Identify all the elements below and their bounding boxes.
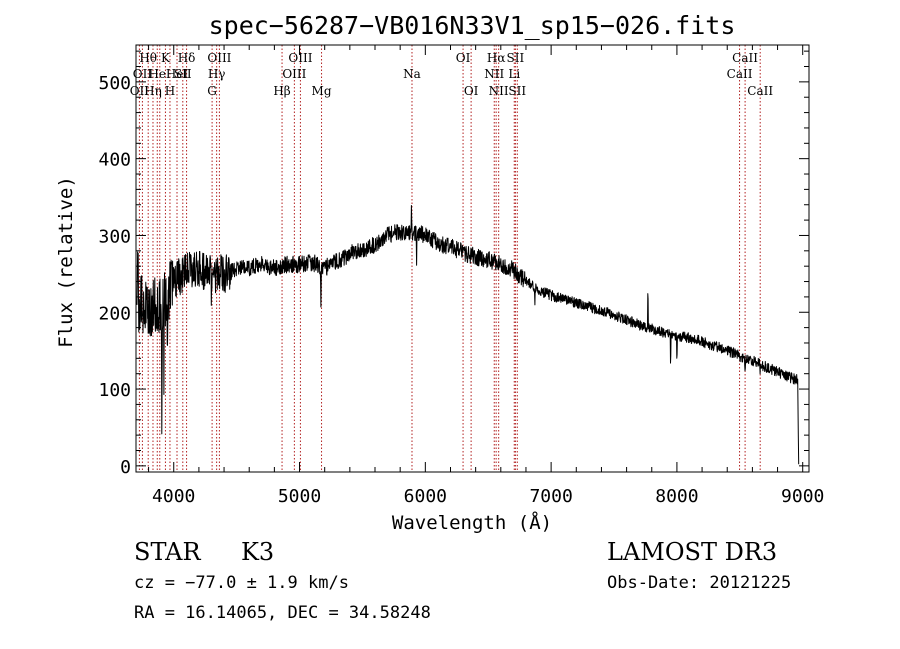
x-tick-label: 6000 [404,486,447,507]
spectral-line-label: OII [130,84,150,98]
spectral-line-label: OI [464,84,479,98]
spectral-line-label: OIII [207,51,231,65]
spectral-line-label: HeI [166,67,189,81]
x-tick-label: 9000 [781,486,824,507]
spectral-line-label: Hα [487,51,506,65]
spectral-line-label: H [165,84,175,98]
x-tick-label: 8000 [655,486,698,507]
spectral-line-label: CaII [747,84,773,98]
object-subclass: K3 [241,538,275,566]
object-class: STAR [134,538,201,566]
spectral-line-label: Hδ [178,51,196,65]
data-release: LAMOST DR3 [607,538,778,566]
observation-date: Obs-Date: 20121225 [607,573,792,593]
y-tick-label: 400 [98,150,131,171]
y-axis-label: Flux (relative) [55,176,77,348]
spectral-line-label: Li [508,67,520,81]
spectral-line-label: OII [133,67,153,81]
spectral-line-labels: OIIOIIHθHηHeKHHeISIIHδGHγOIIIHβOIIIOIIIM… [130,51,774,98]
sky-coordinates: RA = 16.14065, DEC = 34.58248 [134,603,431,623]
spectral-line-label: NII [489,84,509,98]
spectral-line-label: Na [403,67,421,81]
y-tick-label: 500 [98,73,131,94]
spectral-line-label: NII [484,67,504,81]
spectral-line-label: SII [507,51,525,65]
spectral-line-label: CaII [727,67,753,81]
x-axis-label: Wavelength (Å) [392,511,552,534]
spectral-line-label: CaII [732,51,758,65]
spectral-line-label: G [207,84,217,98]
spectral-line-label: He [148,67,166,81]
spectral-line-label: Mg [312,84,332,98]
x-axis-ticks: 4000 5000 6000 7000 8000 9000 [148,45,824,507]
x-tick-label: 4000 [152,486,195,507]
plot-frame [135,44,810,473]
spectral-line-label: OIII [282,67,306,81]
spectral-line-label: Hθ [139,51,157,65]
y-tick-label: 200 [98,303,131,324]
x-tick-label: 7000 [529,486,572,507]
y-tick-label: 100 [98,380,131,401]
spectral-line-label: OI [456,51,471,65]
spectral-line-label: OIII [288,51,312,65]
spectrum-line [136,205,800,465]
y-tick-label: 0 [120,457,131,478]
redshift-cz: cz = −77.0 ± 1.9 km/s [134,573,349,593]
y-tick-label: 300 [98,226,131,247]
spectral-line-label: SII [174,67,192,81]
spectral-line-label: K [161,51,171,65]
spectral-line-label: Hγ [208,67,226,81]
chart-title: spec−56287−VB016N33V1_sp15−026.fits [209,11,736,40]
spectral-line-markers [138,45,761,472]
y-axis-ticks: 0 100 200 300 400 500 [98,50,809,478]
spectral-line-label: SII [508,84,526,98]
spectral-line-label: Hη [144,84,162,98]
x-tick-label: 5000 [278,486,321,507]
spectral-line-label: Hβ [273,84,290,98]
